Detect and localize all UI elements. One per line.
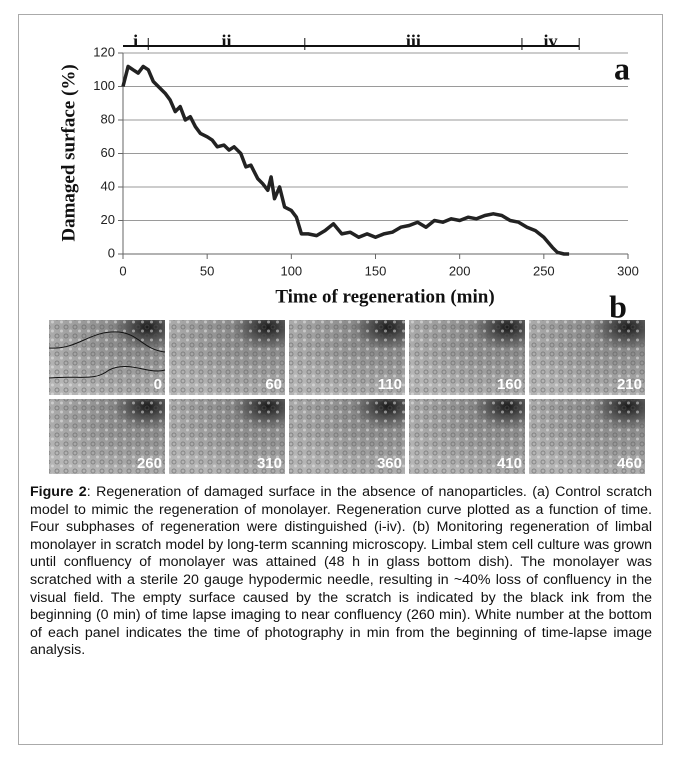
phase-label: iv bbox=[544, 31, 558, 51]
panel-label: a bbox=[614, 50, 630, 86]
micrograph-label: 360 bbox=[377, 455, 402, 472]
x-tick-label: 50 bbox=[200, 263, 214, 278]
micrograph-label: 0 bbox=[154, 376, 162, 393]
micrograph-label: 160 bbox=[497, 376, 522, 393]
micrograph-label: 460 bbox=[617, 455, 642, 472]
page: {"chart_data": {"type": "line", "ylabel"… bbox=[0, 0, 681, 760]
y-tick-label: 20 bbox=[101, 212, 115, 227]
y-tick-label: 80 bbox=[101, 111, 115, 126]
y-tick-label: 40 bbox=[101, 178, 115, 193]
x-tick-label: 250 bbox=[533, 263, 555, 278]
micrograph-label: 110 bbox=[378, 376, 402, 393]
y-axis-title: Damaged surface (%) bbox=[58, 64, 79, 241]
y-tick-label: 60 bbox=[101, 145, 115, 160]
micrograph-label: 210 bbox=[617, 376, 642, 393]
micrograph-label: 260 bbox=[137, 455, 162, 472]
caption-label: Figure 2 bbox=[30, 484, 87, 500]
micrograph-label: 310 bbox=[257, 455, 282, 472]
micrograph-label: 60 bbox=[265, 376, 282, 393]
x-tick-label: 0 bbox=[119, 263, 126, 278]
y-tick-label: 0 bbox=[108, 245, 115, 260]
caption: Figure 2: Regeneration of damaged surfac… bbox=[30, 484, 652, 660]
x-tick-label: 100 bbox=[280, 263, 302, 278]
data-line bbox=[123, 66, 569, 254]
panel-label: b bbox=[609, 288, 627, 324]
y-tick-label: 120 bbox=[93, 44, 115, 59]
micrograph-texture bbox=[49, 320, 165, 395]
x-tick-label: 200 bbox=[449, 263, 471, 278]
caption-text: : Regeneration of damaged surface in the… bbox=[30, 484, 652, 658]
x-tick-label: 300 bbox=[617, 263, 639, 278]
figure: Damaged surface (%) Time of regeneration… bbox=[0, 0, 681, 480]
phase-label: ii bbox=[222, 31, 232, 51]
phase-label: i bbox=[133, 31, 138, 51]
x-tick-label: 150 bbox=[365, 263, 387, 278]
micrograph-label: 410 bbox=[497, 455, 522, 472]
y-tick-label: 100 bbox=[93, 78, 115, 93]
x-axis-title: Time of regeneration (min) bbox=[275, 286, 494, 307]
phase-label: iii bbox=[406, 31, 421, 51]
